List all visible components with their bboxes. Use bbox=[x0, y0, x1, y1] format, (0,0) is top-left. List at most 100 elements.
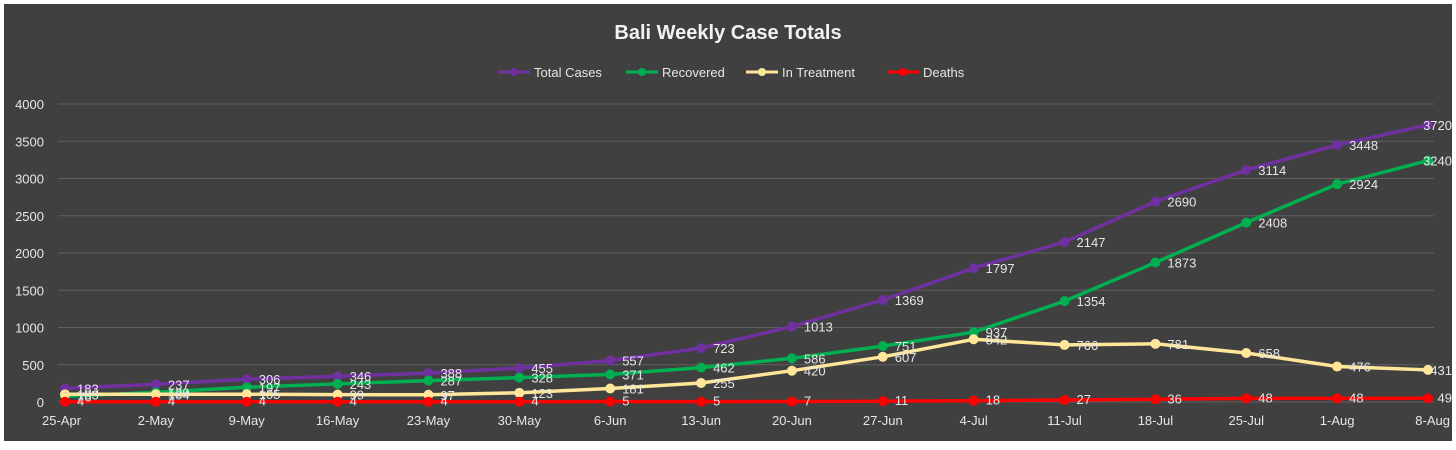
data-label-in-treatment: 103 bbox=[77, 387, 99, 402]
data-label-recovered: 1354 bbox=[1077, 294, 1106, 309]
data-label-in-treatment: 607 bbox=[895, 350, 917, 365]
data-point-deaths bbox=[60, 396, 70, 407]
data-label-in-treatment: 781 bbox=[1167, 337, 1189, 352]
data-label-in-treatment: 123 bbox=[531, 386, 553, 401]
data-label-deaths: 18 bbox=[986, 393, 1000, 408]
data-point-deaths bbox=[1241, 393, 1252, 404]
data-label-total-cases: 1369 bbox=[895, 293, 924, 308]
data-label-in-treatment: 97 bbox=[440, 388, 454, 403]
chart-background bbox=[4, 4, 1452, 441]
x-tick-label: 18-Jul bbox=[1138, 413, 1174, 428]
data-point-in-treatment bbox=[605, 383, 616, 394]
data-point-total-cases bbox=[1059, 237, 1070, 248]
data-label-recovered: 197 bbox=[259, 380, 281, 395]
series-line-in-treatment bbox=[65, 337, 1429, 397]
data-point-deaths bbox=[786, 396, 797, 407]
legend-item-in-treatment: In Treatment bbox=[746, 65, 855, 80]
legend-marker-recovered bbox=[638, 68, 646, 76]
data-point-deaths bbox=[1059, 394, 1070, 405]
x-tick-label: 2-May bbox=[138, 413, 175, 428]
data-point-in-treatment bbox=[968, 334, 979, 345]
data-label-total-cases: 3448 bbox=[1349, 138, 1378, 153]
data-point-recovered bbox=[1150, 257, 1161, 268]
data-point-recovered bbox=[605, 369, 616, 380]
data-label-total-cases: 306 bbox=[259, 372, 281, 387]
series-line-total-cases bbox=[64, 123, 1429, 391]
data-point-in-treatment bbox=[1423, 364, 1433, 375]
x-tick-label: 20-Jun bbox=[772, 413, 812, 428]
data-label-deaths: 4 bbox=[168, 394, 175, 409]
y-axis-labels: 0 500 1000 1500 2000 2500 3000 3500 4000 bbox=[15, 97, 44, 410]
data-point-in-treatment bbox=[1150, 338, 1161, 349]
y-tick-label: 1000 bbox=[15, 321, 44, 336]
data-point-in-treatment bbox=[696, 378, 707, 389]
labels-in-treatment: 103 104 105 99 97 123 181 255 420 607 842 766 781 658… bbox=[77, 332, 1452, 403]
data-label-in-treatment: 766 bbox=[1077, 338, 1099, 353]
legend-marker-deaths bbox=[899, 68, 907, 76]
labels-recovered: 76 129 197 243 287 328 371 46258675193713541873… bbox=[77, 154, 1452, 405]
data-point-recovered bbox=[514, 372, 525, 383]
data-label-in-treatment: 255 bbox=[713, 376, 735, 391]
data-label-recovered: 2924 bbox=[1349, 177, 1378, 192]
data-label-recovered: 462 bbox=[713, 361, 735, 376]
y-tick-label: 500 bbox=[22, 358, 44, 373]
legend-label-deaths: Deaths bbox=[923, 65, 965, 80]
data-point-recovered bbox=[423, 375, 434, 386]
labels-deaths: 4 4 4 4 4 4 5 5 7 11 18 27 36 48 48 49 bbox=[77, 390, 1452, 408]
series-deaths bbox=[60, 393, 1433, 407]
data-point-in-treatment bbox=[1241, 347, 1252, 358]
x-tick-label: 25-Apr bbox=[42, 413, 82, 428]
data-label-in-treatment: 476 bbox=[1349, 360, 1371, 375]
data-point-recovered bbox=[877, 341, 888, 352]
data-label-in-treatment: 431 bbox=[1430, 363, 1452, 378]
data-point-total-cases bbox=[786, 321, 797, 332]
data-point-in-treatment bbox=[1059, 339, 1070, 350]
x-tick-label: 9-May bbox=[229, 413, 266, 428]
data-label-total-cases: 388 bbox=[440, 366, 462, 381]
data-point-total-cases bbox=[1150, 196, 1161, 207]
x-axis-labels: 25-Apr 2-May 9-May 16-May 23-May 30-May 6-Jun 1… bbox=[42, 413, 1450, 428]
series-line-deaths bbox=[65, 396, 1429, 404]
data-label-total-cases: 237 bbox=[168, 377, 190, 392]
x-tick-label: 27-Jun bbox=[863, 413, 903, 428]
x-tick-label: 1-Aug bbox=[1320, 413, 1355, 428]
data-point-deaths bbox=[968, 395, 979, 406]
data-label-deaths: 27 bbox=[1077, 392, 1091, 407]
data-label-deaths: 4 bbox=[440, 394, 447, 409]
data-label-deaths: 36 bbox=[1167, 391, 1181, 406]
data-point-recovered bbox=[1241, 217, 1252, 228]
data-point-deaths bbox=[1332, 393, 1343, 404]
data-label-in-treatment: 420 bbox=[804, 364, 826, 379]
y-tick-label: 3000 bbox=[15, 172, 44, 187]
data-label-in-treatment: 658 bbox=[1258, 346, 1280, 361]
data-label-recovered: 371 bbox=[622, 367, 644, 382]
data-label-recovered: 2408 bbox=[1258, 216, 1287, 231]
data-point-deaths bbox=[150, 396, 161, 407]
data-label-deaths: 4 bbox=[531, 394, 538, 409]
data-point-recovered bbox=[1423, 155, 1433, 166]
x-tick-label: 6-Jun bbox=[594, 413, 627, 428]
data-label-deaths: 4 bbox=[77, 394, 84, 409]
data-point-deaths bbox=[1423, 393, 1433, 404]
data-label-total-cases: 346 bbox=[350, 369, 372, 384]
data-point-in-treatment bbox=[514, 387, 525, 398]
data-label-total-cases: 3114 bbox=[1258, 163, 1286, 178]
legend-label-in-treatment: In Treatment bbox=[782, 65, 855, 80]
data-label-recovered: 1873 bbox=[1167, 255, 1196, 270]
data-label-in-treatment: 105 bbox=[259, 387, 281, 402]
data-point-deaths bbox=[877, 396, 888, 407]
legend-marker-total-cases bbox=[510, 68, 518, 76]
data-label-recovered: 76 bbox=[77, 389, 91, 404]
data-label-recovered: 3240 bbox=[1423, 154, 1452, 169]
legend-item-recovered: Recovered bbox=[626, 65, 725, 80]
data-label-deaths: 49 bbox=[1438, 390, 1452, 405]
data-label-total-cases: 1013 bbox=[804, 320, 833, 335]
data-point-total-cases bbox=[1423, 119, 1433, 130]
data-label-deaths: 48 bbox=[1258, 390, 1272, 405]
data-point-deaths bbox=[423, 396, 434, 407]
data-label-in-treatment: 104 bbox=[168, 387, 190, 402]
data-label-recovered: 328 bbox=[531, 371, 553, 386]
series-total-cases bbox=[60, 119, 1433, 394]
y-tick-label: 2000 bbox=[15, 246, 44, 261]
